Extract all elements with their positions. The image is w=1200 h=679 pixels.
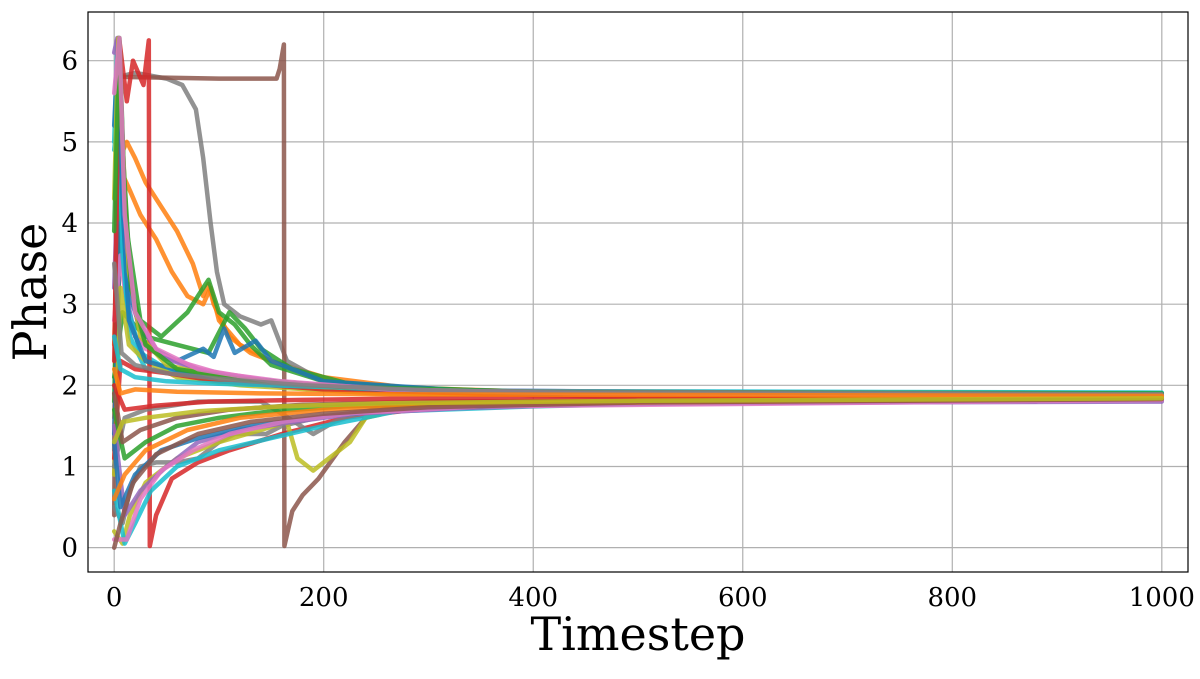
series-lines <box>111 35 1165 550</box>
series-line-32 <box>111 261 1165 397</box>
x-tick-label: 600 <box>718 583 768 613</box>
y-axis-title: Phase <box>3 223 57 362</box>
x-tick-label: 1000 <box>1129 583 1195 613</box>
y-tick-label: 6 <box>61 47 78 77</box>
x-tick-label: 400 <box>508 583 558 613</box>
series-line-8 <box>111 131 1039 404</box>
x-tick-label: 800 <box>927 583 977 613</box>
series-line-24 <box>111 396 1165 502</box>
series-line-26 <box>111 35 1165 397</box>
y-tick-label: 0 <box>61 534 78 564</box>
grid-lines <box>88 12 1188 572</box>
series-line-25 <box>111 383 1165 412</box>
series-line-35 <box>111 396 1165 445</box>
tick-labels: 0 200 400 600 800 1000 0 1 2 3 4 5 6 <box>61 47 1194 613</box>
series-line-4 <box>111 38 1165 549</box>
series-line-34 <box>111 366 1165 399</box>
y-tick-label: 3 <box>61 290 78 320</box>
plot-frame <box>87 11 1189 573</box>
y-tick-label: 4 <box>61 209 78 239</box>
series-line-10 <box>111 107 1165 396</box>
series-line-31 <box>111 35 1165 398</box>
series-line-13 <box>111 38 1165 549</box>
x-tick-label: 0 <box>106 583 123 613</box>
x-tick-label: 200 <box>299 583 349 613</box>
series-line-33 <box>111 396 1165 550</box>
series-line-5 <box>111 172 1165 404</box>
y-tick-label: 1 <box>61 452 78 482</box>
y-tick-label: 2 <box>61 371 78 401</box>
x-axis-title: Timestep <box>531 607 746 661</box>
series-line-11 <box>111 42 1165 396</box>
y-tick-label: 5 <box>61 128 78 158</box>
series-line-27 <box>111 35 1165 398</box>
series-line-28 <box>111 35 1165 399</box>
series-line-30 <box>111 35 1165 396</box>
